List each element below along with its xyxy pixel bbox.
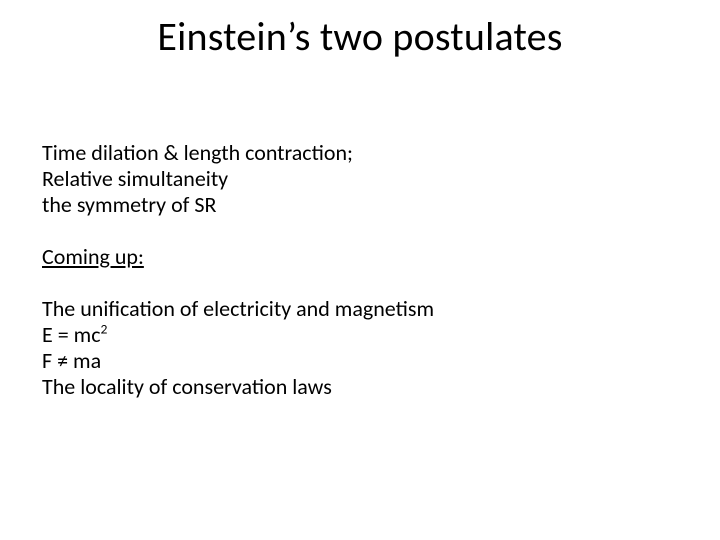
coming-up-line-4: The locality of conservation laws	[42, 374, 662, 400]
covered-line-1: Time dilation & length contraction;	[42, 140, 662, 166]
coming-up-heading: Coming up:	[42, 243, 144, 270]
coming-up-line-3: F ≠ ma	[42, 348, 662, 374]
coming-up-line-2: E = mc2	[42, 322, 662, 348]
emc2-exponent: 2	[101, 320, 108, 337]
covered-block: Time dilation & length contraction; Rela…	[42, 140, 662, 218]
slide-title: Einstein’s two postulates	[0, 12, 720, 61]
slide: Einstein’s two postulates Time dilation …	[0, 0, 720, 540]
emc2-prefix: E = mc	[42, 321, 101, 348]
slide-body: Time dilation & length contraction; Rela…	[42, 140, 662, 426]
covered-line-2: Relative simultaneity	[42, 166, 662, 192]
covered-line-3: the symmetry of SR	[42, 192, 662, 218]
coming-up-heading-block: Coming up:	[42, 244, 662, 270]
coming-up-block: The unification of electricity and magne…	[42, 296, 662, 400]
coming-up-line-1: The unification of electricity and magne…	[42, 296, 662, 322]
